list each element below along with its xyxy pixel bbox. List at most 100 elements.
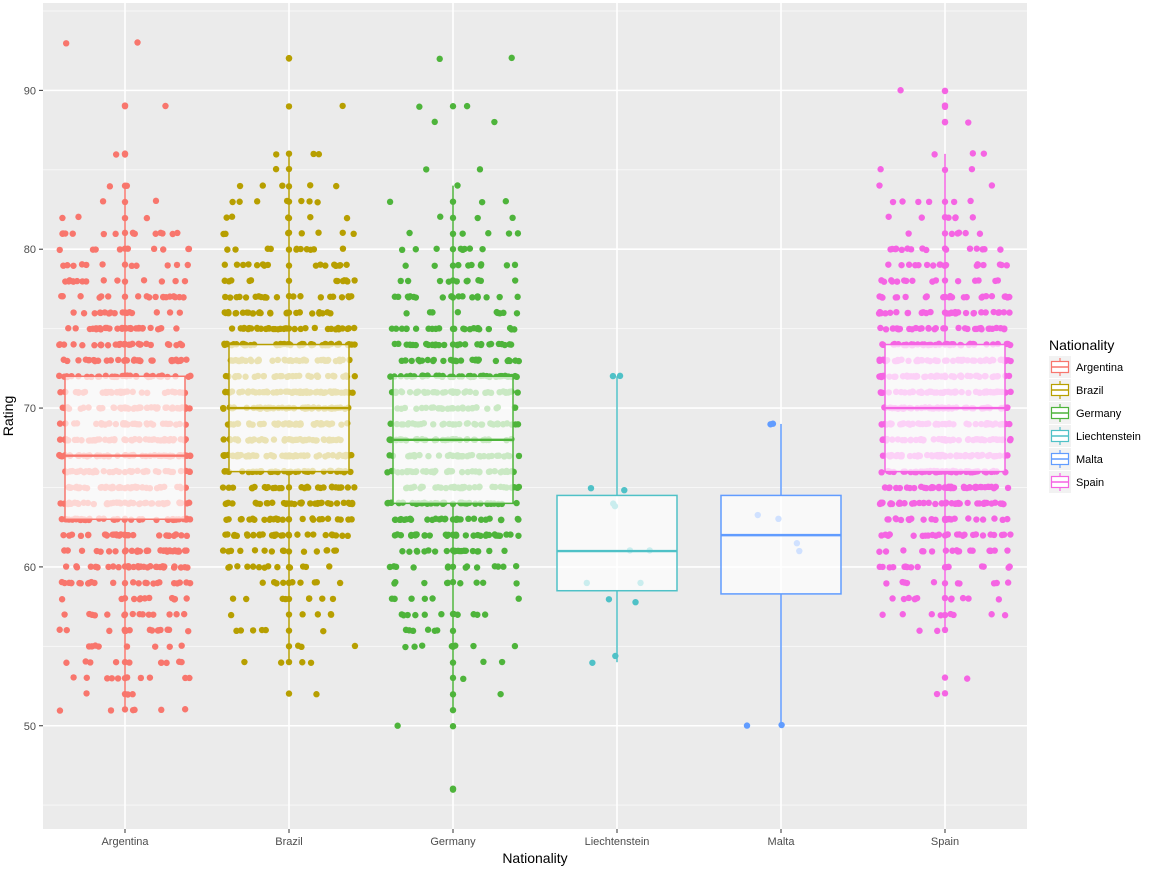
data-point <box>892 294 899 301</box>
data-point <box>955 229 963 236</box>
data-point <box>299 515 306 523</box>
data-point <box>83 261 90 269</box>
data-point <box>421 579 428 587</box>
data-point <box>97 548 104 555</box>
data-point <box>185 245 193 253</box>
data-point <box>425 325 432 332</box>
data-point <box>470 532 477 539</box>
data-point <box>178 532 185 539</box>
data-point <box>498 340 506 348</box>
data-point <box>387 420 394 427</box>
data-point <box>251 547 259 554</box>
data-point <box>889 595 896 602</box>
data-point <box>465 515 472 523</box>
data-point <box>279 547 287 554</box>
data-point <box>297 293 304 300</box>
data-point <box>948 230 956 238</box>
data-point <box>971 484 978 491</box>
data-point <box>221 261 229 268</box>
data-point <box>459 293 466 300</box>
data-point <box>135 340 142 348</box>
data-point <box>512 421 519 428</box>
data-point <box>481 611 489 618</box>
data-point <box>64 357 71 365</box>
data-point <box>222 293 229 301</box>
data-point <box>244 563 251 570</box>
data-point <box>56 341 64 348</box>
data-point <box>1000 531 1008 538</box>
data-point <box>344 278 351 285</box>
data-point <box>320 484 327 491</box>
data-point <box>229 484 237 491</box>
data-point <box>949 547 956 554</box>
data-point <box>941 674 949 681</box>
data-point <box>322 531 329 539</box>
data-point <box>180 610 188 618</box>
data-point <box>424 356 431 364</box>
data-point <box>259 531 266 538</box>
data-point <box>333 500 341 507</box>
data-point <box>438 610 445 618</box>
data-point <box>878 293 885 301</box>
data-point <box>145 611 153 618</box>
data-point <box>268 532 276 539</box>
data-point <box>313 548 321 555</box>
data-point <box>86 325 94 333</box>
data-point <box>56 451 63 459</box>
data-point <box>147 341 154 349</box>
data-point <box>350 324 358 332</box>
data-point <box>226 294 234 301</box>
data-point <box>152 293 159 301</box>
data-point <box>449 785 457 792</box>
data-point <box>285 150 293 157</box>
data-point <box>62 40 70 47</box>
data-point <box>413 548 421 555</box>
data-point <box>249 627 257 634</box>
data-point <box>616 372 624 380</box>
data-point <box>242 294 250 301</box>
data-point <box>492 357 500 365</box>
data-point <box>229 500 236 507</box>
data-point <box>894 325 901 332</box>
data-point <box>978 294 985 301</box>
data-point <box>496 532 504 539</box>
data-point <box>412 325 420 332</box>
data-point <box>134 293 142 300</box>
data-point <box>408 595 415 602</box>
data-point <box>501 547 508 555</box>
data-point <box>980 261 987 269</box>
data-point <box>621 486 628 494</box>
data-point <box>105 563 112 571</box>
data-point <box>965 595 972 602</box>
data-point <box>923 484 930 492</box>
data-point <box>99 198 107 205</box>
data-point <box>183 356 190 363</box>
data-point <box>151 643 159 650</box>
data-point <box>77 532 85 540</box>
data-point <box>889 198 897 206</box>
data-point <box>898 246 905 254</box>
data-point <box>878 469 885 476</box>
data-point <box>170 532 178 539</box>
data-point <box>431 548 439 555</box>
data-point <box>899 611 906 618</box>
data-point <box>57 389 64 396</box>
data-point <box>178 642 185 649</box>
data-point <box>59 214 66 222</box>
data-point <box>970 310 977 317</box>
data-point <box>397 515 405 523</box>
data-point <box>465 262 472 269</box>
data-point <box>459 230 466 237</box>
data-point <box>431 262 438 269</box>
data-point <box>234 563 241 570</box>
y-tick-label: 90 <box>24 85 36 97</box>
data-point <box>1001 612 1009 619</box>
data-point <box>491 563 499 570</box>
data-point <box>302 563 310 571</box>
data-point <box>221 467 229 475</box>
data-point <box>114 675 122 682</box>
data-point <box>156 532 163 539</box>
data-point <box>505 230 513 237</box>
data-point <box>879 373 886 380</box>
data-point <box>174 229 181 237</box>
